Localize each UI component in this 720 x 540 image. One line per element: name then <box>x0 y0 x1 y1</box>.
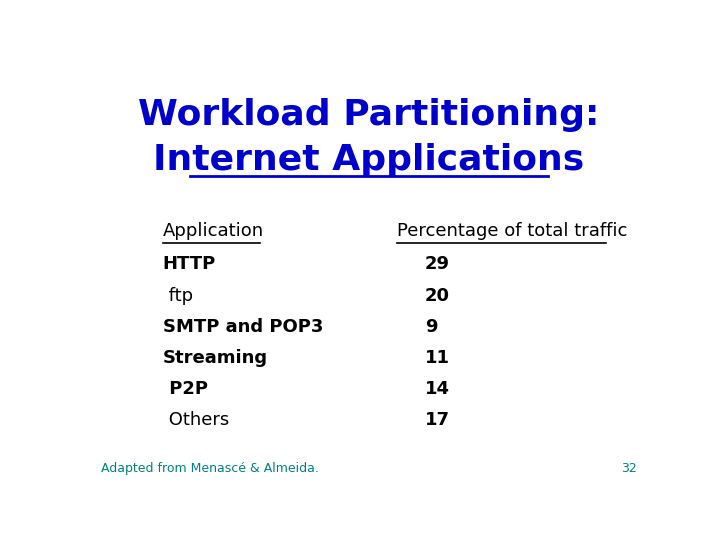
Text: ftp: ftp <box>163 287 193 305</box>
Text: 29: 29 <box>425 255 450 273</box>
Text: Percentage of total traffic: Percentage of total traffic <box>397 222 627 240</box>
Text: SMTP and POP3: SMTP and POP3 <box>163 318 323 336</box>
Text: 14: 14 <box>425 380 450 398</box>
Text: Application: Application <box>163 222 264 240</box>
Text: 20: 20 <box>425 287 450 305</box>
Text: 32: 32 <box>621 462 637 475</box>
Text: Internet Applications: Internet Applications <box>153 144 585 178</box>
Text: 11: 11 <box>425 349 450 367</box>
Text: 9: 9 <box>425 318 437 336</box>
Text: 17: 17 <box>425 411 450 429</box>
Text: Workload Partitioning:: Workload Partitioning: <box>138 98 600 132</box>
Text: Streaming: Streaming <box>163 349 268 367</box>
Text: Adapted from Menascé & Almeida.: Adapted from Menascé & Almeida. <box>101 462 319 475</box>
Text: P2P: P2P <box>163 380 207 398</box>
Text: HTTP: HTTP <box>163 255 216 273</box>
Text: Others: Others <box>163 411 229 429</box>
